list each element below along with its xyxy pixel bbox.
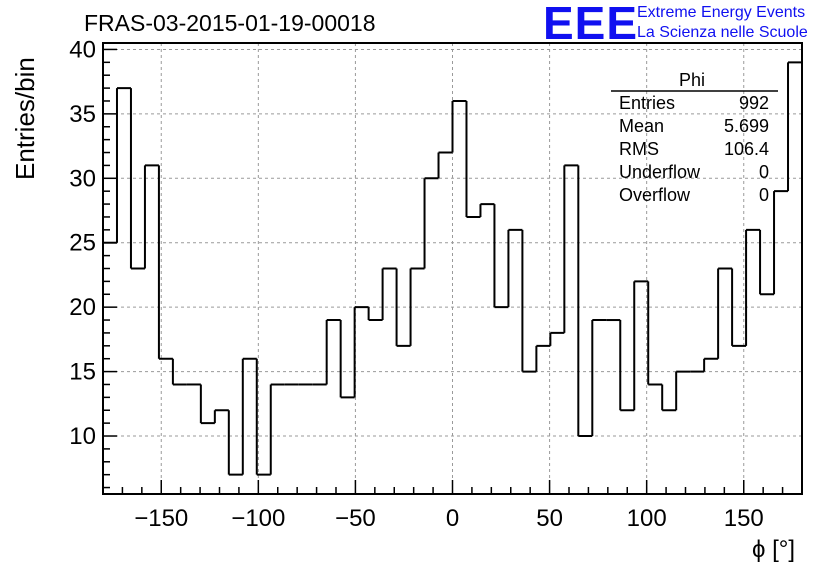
logo-line-1: Extreme Energy Events: [637, 4, 806, 21]
stats-label-underflow: Underflow: [619, 162, 701, 182]
y-tick-label: 10: [69, 423, 96, 450]
histogram-bin: [731, 268, 747, 347]
histogram-bin: [577, 165, 593, 438]
stats-label-overflow: Overflow: [619, 185, 691, 205]
histogram-bin: [493, 204, 509, 309]
histogram-bin: [171, 358, 187, 386]
y-tick-label: 25: [69, 230, 96, 257]
x-tick-label: 50: [536, 505, 563, 532]
axis-ticks: [102, 48, 803, 494]
histogram-bin: [479, 203, 495, 217]
histogram-bin: [143, 164, 159, 269]
histogram-bin: [129, 88, 145, 270]
histogram-bin: [199, 384, 215, 425]
histogram-bin: [465, 100, 481, 218]
y-tick-label: 35: [69, 101, 96, 128]
histogram-bin: [591, 319, 607, 437]
histogram-bars: [103, 61, 802, 476]
histogram-bin: [535, 344, 551, 372]
histogram-bin: [213, 409, 229, 424]
stats-value-rms: 106.4: [723, 139, 769, 159]
y-axis-label: Entries/bin: [10, 57, 40, 180]
histogram-bin: [409, 267, 425, 346]
histogram-bin: [633, 280, 649, 411]
stats-title: Phi: [679, 70, 706, 90]
histogram-bin: [521, 229, 537, 373]
x-tick-label: 100: [627, 505, 667, 532]
histogram-bin: [437, 151, 453, 179]
x-tick-label: 150: [724, 505, 764, 532]
histogram-bin: [563, 164, 579, 333]
histogram-bin: [157, 165, 173, 360]
y-tick-label: 20: [69, 294, 96, 321]
y-tick-label: 40: [69, 36, 96, 63]
histogram-bin: [619, 320, 635, 412]
histogram-bin: [381, 267, 397, 321]
histogram-bin: [255, 358, 271, 476]
histogram-bin: [339, 320, 355, 399]
stats-label-rms: RMS: [619, 139, 659, 159]
histogram-bin: [395, 268, 411, 347]
x-axis-label: ϕ [°]: [752, 536, 796, 563]
histogram-bin: [241, 357, 257, 475]
histogram-bin: [367, 307, 383, 322]
histogram-bin: [115, 87, 131, 243]
x-tick-label: −150: [134, 505, 188, 532]
histogram-bin: [227, 410, 243, 476]
stats-value-overflow: 0: [758, 185, 769, 205]
chart-title: FRAS-03-2015-01-19-00018: [84, 10, 376, 36]
x-tick-labels: −150 −100 −50 0 50 100 150: [134, 505, 764, 532]
x-tick-label: −100: [231, 505, 285, 532]
stats-value-underflow: 0: [758, 162, 769, 182]
plot-frame: [102, 42, 803, 495]
histogram-bin: [773, 190, 789, 295]
histogram-bin: [507, 228, 523, 308]
histogram-bin: [325, 319, 341, 385]
stats-value-mean: 5.699: [723, 116, 769, 136]
histogram-bin: [423, 177, 439, 269]
y-tick-labels: 10 15 20 25 30 35 40: [69, 36, 96, 450]
histogram-bin: [759, 229, 775, 296]
logo-line-2: La Scienza nelle Scuole: [637, 24, 808, 41]
histogram-bin: [353, 306, 369, 398]
eee-logo: EEE: [543, 0, 639, 49]
histogram-bin: [703, 357, 719, 372]
histogram-bin: [549, 331, 565, 346]
histogram-bin: [269, 383, 285, 475]
histogram-bin: [745, 228, 761, 346]
histogram-bin: [451, 99, 467, 153]
histogram-bin: [717, 267, 733, 359]
stats-label-mean: Mean: [619, 116, 665, 136]
stats-label-entries: Entries: [619, 93, 676, 113]
stats-value-entries: 992: [738, 93, 769, 113]
x-tick-label: −50: [335, 505, 376, 532]
y-tick-label: 15: [69, 359, 96, 386]
histogram-bin: [787, 61, 802, 192]
x-tick-label: 0: [446, 505, 459, 532]
histogram-bin: [661, 384, 677, 412]
histogram-bin: [647, 281, 663, 386]
y-tick-label: 30: [69, 165, 96, 192]
histogram-bin: [675, 370, 691, 411]
